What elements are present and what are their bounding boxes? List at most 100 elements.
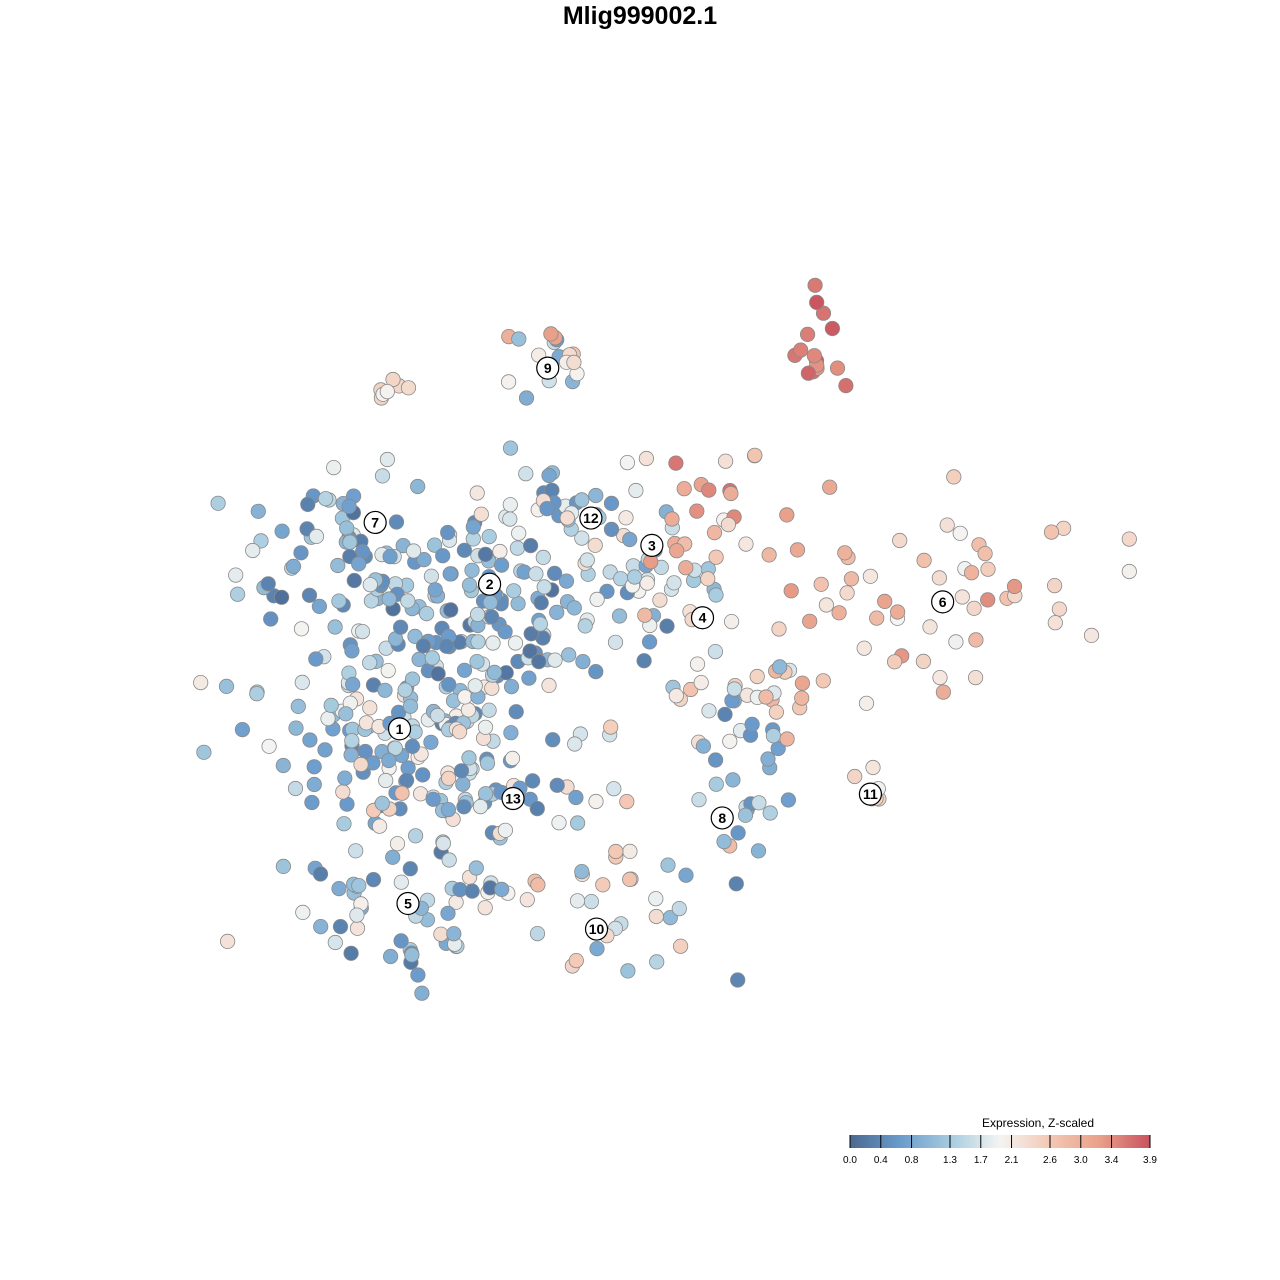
data-point <box>575 653 591 670</box>
data-point <box>837 545 853 561</box>
data-point <box>457 689 473 705</box>
data-point <box>760 751 776 767</box>
data-point <box>508 704 524 720</box>
data-point <box>469 653 485 670</box>
cluster-label-circle <box>363 510 387 535</box>
data-point <box>441 676 457 693</box>
cluster-label-circle <box>536 356 560 380</box>
data-point <box>932 669 948 686</box>
cluster-label: 4 <box>690 606 715 630</box>
data-point <box>274 523 290 539</box>
data-point <box>260 576 276 592</box>
data-point <box>561 647 577 663</box>
legend-tick-label: 1.3 <box>943 1155 957 1166</box>
data-point <box>468 860 484 876</box>
data-point <box>822 479 838 495</box>
data-point <box>889 604 906 620</box>
data-point <box>689 503 705 519</box>
data-point <box>374 468 391 484</box>
data-point <box>456 542 472 558</box>
data-point <box>336 816 352 832</box>
data-point <box>460 702 476 718</box>
data-point <box>529 925 546 942</box>
data-point <box>389 836 406 852</box>
data-point <box>723 613 740 630</box>
data-point <box>427 582 443 598</box>
data-point <box>294 674 310 691</box>
data-point <box>511 331 527 347</box>
cluster-label: 12 <box>579 506 603 530</box>
data-point <box>461 577 478 593</box>
data-point <box>916 552 932 569</box>
data-point <box>308 651 324 667</box>
data-point <box>371 818 388 834</box>
data-point <box>440 770 457 786</box>
data-point <box>435 835 451 852</box>
data-point <box>568 789 584 806</box>
data-point <box>935 684 952 700</box>
data-point <box>737 807 754 823</box>
data-point <box>456 799 472 815</box>
data-point <box>397 682 413 698</box>
cluster-label-text: 1 <box>396 721 404 737</box>
data-point <box>349 920 366 936</box>
cluster-label: 5 <box>396 891 420 916</box>
data-point <box>809 294 825 310</box>
data-point <box>574 492 590 508</box>
cluster-label-text: 2 <box>486 576 494 592</box>
data-point <box>968 632 984 648</box>
chart-title: Mlig999002.1 <box>562 2 718 30</box>
data-point <box>402 698 419 714</box>
data-point <box>1047 577 1063 594</box>
data-point <box>946 469 962 485</box>
cluster-label-text: 4 <box>699 610 707 626</box>
cluster-label-circle <box>387 717 412 741</box>
data-point <box>765 728 782 744</box>
data-point <box>649 954 665 970</box>
data-point <box>528 566 544 582</box>
cluster-label-circle <box>477 572 502 596</box>
legend-tick-label: 1.7 <box>974 1155 988 1166</box>
data-point <box>330 557 346 574</box>
data-point <box>416 551 432 568</box>
data-point <box>497 624 513 640</box>
data-point <box>522 643 538 659</box>
data-point <box>707 752 724 768</box>
data-point <box>539 500 555 517</box>
data-point <box>377 682 393 698</box>
data-point <box>574 863 590 880</box>
legend-tick-label: 3.4 <box>1105 1155 1119 1166</box>
data-point <box>659 618 675 634</box>
data-point <box>522 537 539 554</box>
cluster-label: 13 <box>501 786 525 811</box>
data-point <box>628 482 644 499</box>
data-point <box>327 619 343 635</box>
data-point <box>394 785 410 801</box>
data-point <box>529 800 545 817</box>
data-point <box>342 534 358 550</box>
legend-tick-label: 2.1 <box>1005 1155 1019 1166</box>
data-point <box>275 757 291 774</box>
data-point <box>275 858 291 875</box>
data-point <box>348 843 364 859</box>
data-point <box>290 698 306 715</box>
data-point <box>671 900 687 917</box>
data-point <box>751 795 767 811</box>
cluster-label-circle <box>931 590 955 614</box>
data-point <box>524 773 541 789</box>
data-point <box>228 567 244 583</box>
data-point <box>509 540 526 556</box>
legend-tick-label: 0.4 <box>874 1155 888 1166</box>
data-point <box>193 674 209 691</box>
cluster-label-text: 8 <box>718 810 726 826</box>
data-point <box>461 750 477 766</box>
data-point <box>543 326 559 342</box>
data-point <box>533 595 549 611</box>
data-point <box>306 776 322 793</box>
data-point <box>477 719 494 735</box>
data-point <box>620 963 636 979</box>
data-point <box>603 521 620 538</box>
data-point <box>477 546 494 563</box>
data-point <box>387 740 403 756</box>
data-point <box>440 905 456 921</box>
